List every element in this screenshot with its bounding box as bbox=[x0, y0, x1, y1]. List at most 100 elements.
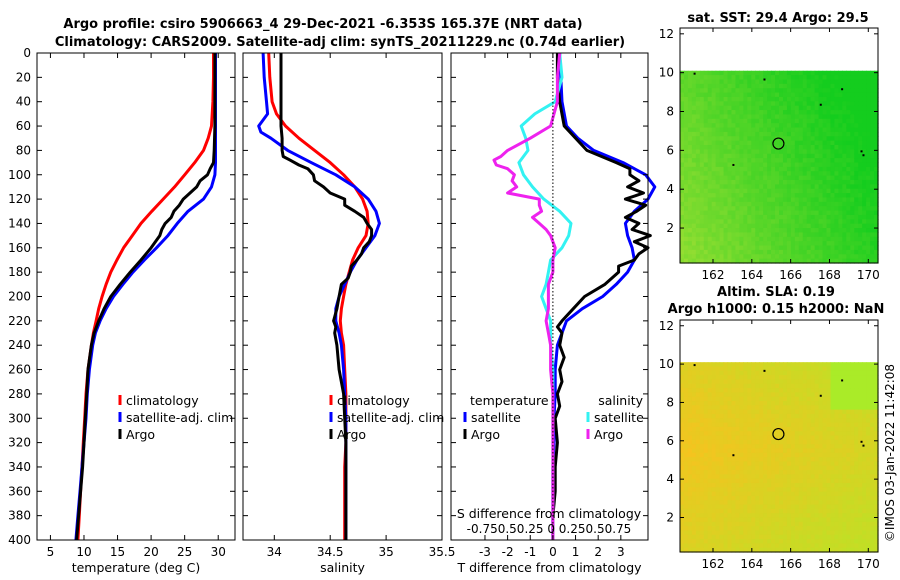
map-cell bbox=[739, 405, 744, 411]
map-cell bbox=[680, 136, 685, 142]
map-cell bbox=[743, 232, 748, 238]
map-cell bbox=[715, 370, 721, 376]
map-cell bbox=[802, 370, 808, 376]
map-cell bbox=[739, 457, 744, 462]
map-cell bbox=[838, 105, 843, 111]
map-cell bbox=[782, 474, 788, 480]
map-cell bbox=[858, 136, 863, 142]
map-cell bbox=[838, 452, 843, 458]
map-cell bbox=[747, 188, 752, 194]
map-cell bbox=[782, 534, 788, 540]
map-cell bbox=[830, 96, 836, 102]
map-cell bbox=[723, 452, 729, 458]
map-cell bbox=[834, 422, 839, 428]
map-cell bbox=[794, 201, 800, 207]
map-cell bbox=[862, 422, 867, 428]
map-cell bbox=[826, 258, 832, 264]
map-cell bbox=[814, 435, 820, 441]
map-cell bbox=[782, 79, 788, 85]
map-cell bbox=[719, 179, 725, 185]
map-cell bbox=[850, 88, 855, 94]
map-cell bbox=[850, 101, 855, 107]
map-cell bbox=[810, 118, 816, 124]
map-cell bbox=[759, 136, 764, 142]
map-cell bbox=[771, 70, 776, 76]
map-cell bbox=[842, 461, 847, 467]
map-cell bbox=[695, 362, 701, 368]
map-cell bbox=[739, 383, 744, 389]
map-cell bbox=[782, 75, 788, 81]
map-cell bbox=[874, 83, 879, 89]
map-cell bbox=[707, 482, 713, 488]
map-cell bbox=[695, 245, 701, 251]
map-cell bbox=[794, 396, 800, 402]
map-cell bbox=[695, 201, 701, 207]
map-cell bbox=[680, 405, 685, 411]
map-cell bbox=[763, 392, 768, 398]
map-cell bbox=[858, 543, 863, 549]
map-cell bbox=[763, 96, 768, 102]
map-cell bbox=[727, 105, 733, 111]
map-cell bbox=[691, 392, 697, 398]
map-cell bbox=[715, 136, 721, 142]
map-cell bbox=[854, 88, 859, 94]
map-cell bbox=[763, 530, 768, 536]
map-cell bbox=[862, 495, 867, 501]
map-cell bbox=[858, 465, 863, 471]
map-cell bbox=[854, 75, 859, 81]
map-cell bbox=[838, 158, 843, 164]
map-cell bbox=[814, 193, 820, 199]
map-cell bbox=[723, 418, 729, 424]
map-cell bbox=[739, 258, 744, 264]
legend-label: satellite bbox=[471, 410, 521, 425]
map-cell bbox=[755, 166, 760, 172]
map-cell bbox=[715, 413, 721, 419]
map-cell bbox=[806, 258, 812, 264]
map-cell bbox=[735, 131, 740, 137]
map-cell bbox=[850, 241, 855, 247]
map-cell bbox=[826, 362, 832, 368]
map-cell bbox=[731, 123, 737, 129]
map-cell bbox=[703, 184, 709, 190]
map-cell bbox=[814, 543, 820, 549]
map-cell bbox=[683, 448, 689, 454]
map-cell bbox=[711, 383, 717, 389]
map-cell bbox=[775, 153, 780, 159]
map-cell bbox=[680, 426, 685, 432]
map-cell bbox=[858, 534, 863, 540]
map-cell bbox=[842, 236, 847, 242]
map-cell bbox=[767, 431, 772, 437]
map-cell bbox=[794, 370, 800, 376]
map-cell bbox=[794, 219, 800, 225]
map-cell bbox=[691, 461, 697, 467]
map-cell bbox=[719, 131, 725, 137]
map-cell bbox=[691, 444, 697, 450]
map-cell bbox=[703, 539, 709, 544]
map-cell bbox=[691, 245, 697, 251]
map-cell bbox=[810, 543, 816, 549]
x-tick-label: 10 bbox=[76, 545, 91, 559]
map-cell bbox=[798, 526, 804, 532]
map-cell bbox=[790, 114, 796, 120]
map-cell bbox=[699, 426, 705, 432]
map-cell bbox=[798, 491, 804, 497]
map-cell bbox=[810, 96, 816, 102]
map-cell bbox=[834, 166, 839, 172]
map-cell bbox=[711, 166, 717, 172]
map-cell bbox=[798, 375, 804, 381]
argo-location-marker[interactable] bbox=[772, 427, 785, 441]
map-cell bbox=[854, 188, 859, 194]
map-cell bbox=[818, 166, 824, 172]
map-cell bbox=[775, 179, 780, 185]
map-cell bbox=[751, 92, 756, 98]
map-cell bbox=[842, 258, 847, 264]
map-cell bbox=[794, 105, 800, 111]
legend-label: satellite-adj. clim bbox=[337, 410, 444, 425]
map-cell bbox=[802, 508, 808, 514]
map-cell bbox=[687, 123, 693, 129]
map-cell bbox=[779, 101, 784, 107]
argo-location-marker[interactable] bbox=[772, 137, 785, 150]
map-cell bbox=[723, 465, 729, 471]
map-cell bbox=[755, 145, 760, 150]
map-cell bbox=[826, 375, 832, 381]
